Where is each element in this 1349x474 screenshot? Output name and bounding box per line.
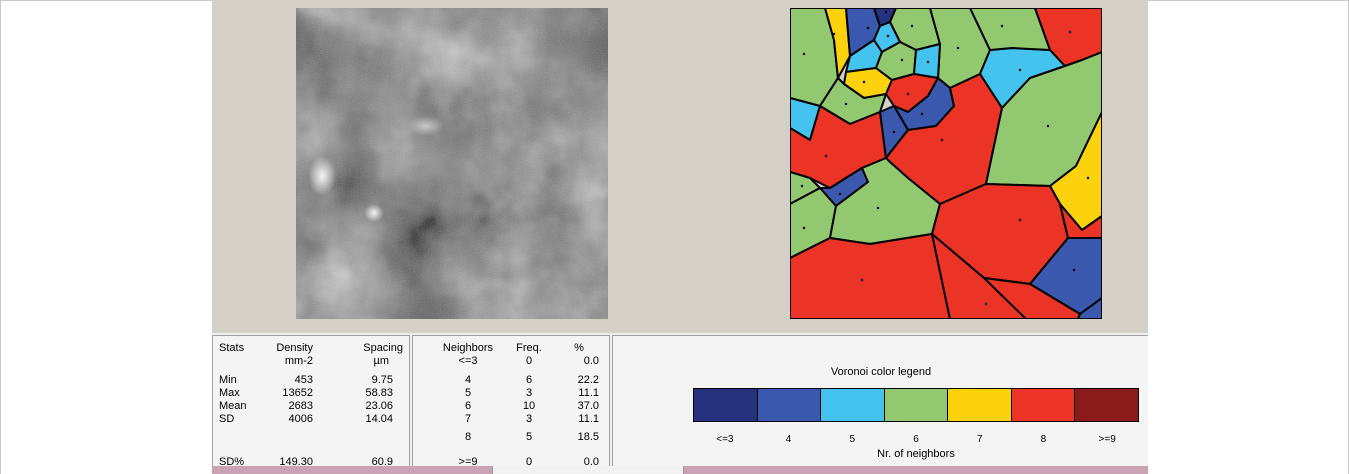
legend-swatch [948, 389, 1012, 421]
stats-row-density: 453 [294, 374, 313, 386]
analysis-window: Stats Density Spacing mm-2 µm Min 453 9.… [212, 0, 1148, 474]
neighbors-row-pct: 0.0 [583, 355, 599, 367]
neighbors-row-n: 4 [464, 374, 472, 386]
legend-axis-label: Nr. of neighbors [877, 448, 955, 460]
grayscale-cell-image[interactable] [296, 8, 608, 319]
density-header: Density [276, 342, 313, 354]
stats-row-spacing: 23.06 [365, 400, 393, 412]
neighbors-row-freq: 10 [522, 400, 536, 412]
legend-label: 5 [849, 434, 856, 445]
stats-row-label: SD [219, 413, 235, 425]
neighbors-row-n: 5 [464, 387, 472, 399]
legend-label: 4 [785, 434, 792, 445]
stats-row-spacing: 14.04 [365, 413, 393, 425]
voronoi-cell [1059, 203, 1102, 239]
stats-row-density: 13652 [282, 387, 313, 399]
status-tab[interactable] [492, 466, 684, 474]
neighbors-row-pct: 37.0 [577, 400, 599, 412]
neighbors-row-freq: 6 [525, 374, 533, 386]
density-unit: mm-2 [284, 355, 313, 367]
voronoi-cell [790, 233, 951, 319]
freq-header: Freq. [516, 342, 542, 354]
spacing-unit: µm [373, 355, 389, 367]
stats-row-label: Max [219, 387, 240, 399]
neighbors-row-freq: 3 [525, 413, 533, 425]
stats-table: Stats Density Spacing mm-2 µm Min 453 9.… [212, 335, 410, 474]
neighbors-row-n: 8 [464, 431, 472, 443]
percent-header: % [574, 342, 584, 354]
stats-row-label: Mean [219, 400, 247, 412]
neighbors-row-pct: 0.0 [583, 456, 599, 468]
voronoi-cell [969, 8, 1051, 51]
spacing-header: Spacing [363, 342, 403, 354]
legend-swatch [884, 389, 949, 421]
stats-row-label: SD% [219, 456, 245, 468]
neighbors-row-freq: 5 [525, 431, 533, 443]
legend-swatch [821, 389, 885, 421]
stats-row-density: 2683 [288, 400, 313, 412]
stats-row-density: 149.30 [279, 456, 313, 468]
legend-swatch [757, 389, 822, 421]
stats-row-spacing: 58.83 [365, 387, 393, 399]
voronoi-cell [824, 8, 851, 79]
neighbors-table: Neighbors Freq. % <=3 0 0.0 4 6 22.2 5 3… [412, 335, 610, 474]
legend-color-bar [693, 388, 1139, 422]
neighbors-row-n: 6 [464, 400, 472, 412]
legend-swatch [1011, 389, 1076, 421]
voronoi-cell [913, 43, 941, 79]
neighbors-row-freq: 0 [525, 456, 533, 468]
legend-label: 6 [913, 434, 919, 445]
neighbors-row-n: 7 [464, 413, 472, 425]
neighbors-row-pct: 11.1 [578, 413, 599, 425]
voronoi-map[interactable] [790, 8, 1102, 319]
neighbors-row-freq: 3 [525, 387, 533, 399]
page-border-left [0, 0, 1, 474]
legend-title: Voronoi color legend [830, 366, 932, 378]
neighbors-row-pct: 18.5 [577, 431, 599, 443]
legend-swatch [1075, 389, 1139, 421]
voronoi-cell [1077, 297, 1102, 319]
neighbors-row-pct: 11.1 [578, 387, 599, 399]
legend-label: 8 [1040, 434, 1047, 445]
neighbors-row-n: <=3 [458, 355, 478, 367]
voronoi-legend: Voronoi color legend <=3 4 5 6 7 8 >=9 N… [612, 335, 1148, 474]
stats-row-label: Min [219, 374, 237, 386]
legend-label: 7 [976, 434, 983, 445]
results-panel: Stats Density Spacing mm-2 µm Min 453 9.… [212, 333, 1148, 474]
neighbors-row-n: >=9 [458, 456, 478, 468]
legend-labels: <=3 4 5 6 7 8 >=9 [693, 434, 1139, 445]
neighbors-row-pct: 22.2 [577, 374, 599, 386]
legend-swatch [694, 389, 758, 421]
stats-row-density: 4006 [288, 413, 313, 425]
stats-header: Stats [219, 342, 245, 354]
legend-label: <=3 [716, 434, 734, 445]
stats-row-spacing: 60.9 [371, 456, 393, 468]
neighbors-header: Neighbors [442, 342, 494, 354]
image-area [212, 0, 1148, 333]
stats-row-spacing: 9.75 [371, 374, 393, 386]
neighbors-row-freq: 0 [525, 355, 533, 367]
legend-label: >=9 [1098, 434, 1116, 445]
